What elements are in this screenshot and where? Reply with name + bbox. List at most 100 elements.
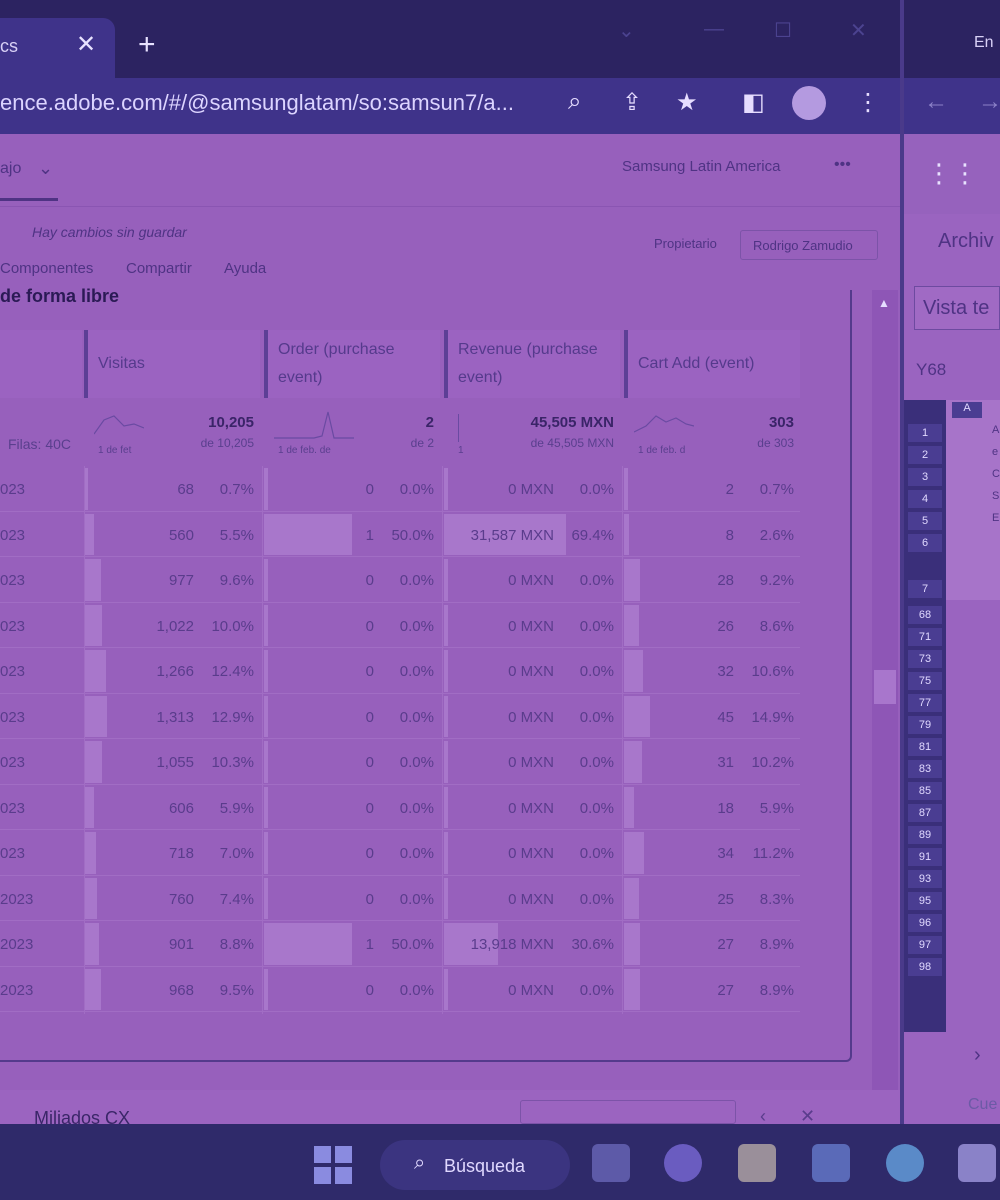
cell-percent-visitas: 5.9% <box>219 799 254 817</box>
star-icon[interactable]: ★ <box>676 89 698 116</box>
row-number[interactable]: 4 <box>908 490 942 508</box>
column-header-visitas[interactable]: Visitas <box>84 330 260 398</box>
cell-percent-cart: 2.6% <box>759 526 794 544</box>
search-icon[interactable]: ⌕ <box>568 88 582 115</box>
table-row[interactable]: 2023 901 8.8% 1 50.0% 13,918 MXN 30.6% 27 8.9% <box>0 921 800 967</box>
table-row[interactable]: 2023 760 7.4% 0 0.0% 0 MXN 0.0% 25 8.3% <box>0 876 800 921</box>
row-number[interactable]: 96 <box>908 914 942 932</box>
chevron-down-icon[interactable]: ⌄ <box>38 158 54 178</box>
chevron-down-icon[interactable]: ⌄ <box>618 20 635 42</box>
row-number[interactable]: 83 <box>908 760 942 778</box>
back-arrow-icon[interactable]: ← <box>924 88 948 115</box>
cell-text[interactable]: e <box>992 446 999 458</box>
row-number[interactable]: 5 <box>908 512 942 530</box>
table-row[interactable]: 023 560 5.5% 1 50.0% 31,587 MXN 69.4% 8 2.6% <box>0 512 800 557</box>
row-number[interactable]: 3 <box>908 468 942 486</box>
row-number[interactable]: 91 <box>908 848 942 866</box>
table-row[interactable]: 023 1,266 12.4% 0 0.0% 0 MXN 0.0% 32 10.6% <box>0 648 800 694</box>
row-number[interactable]: 97 <box>908 936 942 954</box>
new-tab-button[interactable]: + <box>138 28 156 61</box>
row-number[interactable]: 7 <box>908 580 942 598</box>
column-header-orders[interactable]: Order (purchase event) <box>264 330 440 398</box>
row-number[interactable]: 98 <box>908 958 942 976</box>
menu-componentes[interactable]: Componentes <box>0 260 94 277</box>
outlook-icon[interactable] <box>812 1144 850 1182</box>
owner-select[interactable]: Rodrigo Zamudio <box>740 230 878 260</box>
row-number[interactable]: 89 <box>908 826 942 844</box>
cell-percent-visitas: 8.8% <box>219 936 254 953</box>
more-icon[interactable]: ••• <box>834 156 851 173</box>
sidebar-icon[interactable]: ◧ <box>742 89 765 116</box>
close-icon[interactable]: ✕ <box>800 1106 816 1126</box>
row-number[interactable]: 77 <box>908 694 942 712</box>
avatar[interactable] <box>792 86 826 120</box>
view-field[interactable]: Vista te <box>914 286 1000 330</box>
cell-reference[interactable]: Y68 <box>916 360 947 379</box>
file-explorer-icon[interactable] <box>738 1144 776 1182</box>
org-name[interactable]: Samsung Latin America <box>622 158 781 175</box>
table-row[interactable]: 2023 968 9.5% 0 0.0% 0 MXN 0.0% 27 8.9% <box>0 967 800 1012</box>
edge-icon[interactable] <box>886 1144 924 1182</box>
cell-text[interactable]: S <box>992 490 1000 502</box>
row-number[interactable]: 75 <box>908 672 942 690</box>
cell-text[interactable]: C <box>992 468 1000 480</box>
menu-archivo[interactable]: Archiv <box>938 230 994 252</box>
workspace-name[interactable]: ajo <box>0 160 22 177</box>
row-number[interactable]: 85 <box>908 782 942 800</box>
row-number[interactable]: 87 <box>908 804 942 822</box>
maximize-icon[interactable]: ☐ <box>774 20 792 42</box>
table-row[interactable]: 023 1,055 10.3% 0 0.0% 0 MXN 0.0% 31 10.2% <box>0 739 800 785</box>
row-number[interactable]: 79 <box>908 716 942 734</box>
snipping-tool-icon[interactable] <box>958 1144 996 1182</box>
segment-selector[interactable] <box>520 1100 736 1124</box>
browser-tab[interactable] <box>0 18 115 78</box>
column-header-revenue[interactable]: Revenue (purchase event) <box>444 330 620 398</box>
cell-percent-visitas: 10.0% <box>211 617 254 635</box>
row-number[interactable]: 1 <box>908 424 942 442</box>
cell-percent-cart: 14.9% <box>751 708 794 726</box>
row-number[interactable]: 6 <box>908 534 942 552</box>
row-number[interactable]: 81 <box>908 738 942 756</box>
row-number[interactable]: 68 <box>908 606 942 624</box>
row-number[interactable]: 93 <box>908 870 942 888</box>
value-bar <box>264 650 268 692</box>
table-row[interactable]: 023 977 9.6% 0 0.0% 0 MXN 0.0% 28 9.2% <box>0 557 800 603</box>
cell-value-revenue: 0 MXN <box>508 754 554 771</box>
cell-text[interactable]: E <box>992 512 1000 524</box>
teams-icon[interactable] <box>664 1144 702 1182</box>
row-number[interactable]: 71 <box>908 628 942 646</box>
table-row[interactable]: 023 718 7.0% 0 0.0% 0 MXN 0.0% 34 11.2% <box>0 830 800 876</box>
cell-percent-cart: 11.2% <box>752 845 794 862</box>
next-sheet-icon[interactable]: › <box>974 1044 981 1066</box>
share-icon[interactable]: ⇪ <box>622 89 643 116</box>
scroll-up-icon[interactable]: ▲ <box>878 296 890 310</box>
column-header-cart-add[interactable]: Cart Add (event) <box>624 330 800 398</box>
table-row[interactable]: 023 1,022 10.0% 0 0.0% 0 MXN 0.0% 26 8.6% <box>0 603 800 648</box>
kebab-icon[interactable]: ⋮ <box>856 89 880 116</box>
cell-value-visitas: 1,313 <box>156 708 194 726</box>
cell-text[interactable]: A <box>992 424 1000 436</box>
url-field[interactable]: ence.adobe.com/#/@samsunglatam/so:samsun… <box>0 90 514 115</box>
close-icon[interactable]: ✕ <box>76 31 97 58</box>
menu-compartir[interactable]: Compartir <box>126 260 192 277</box>
task-view-icon[interactable] <box>592 1144 630 1182</box>
windows-logo-icon[interactable] <box>314 1146 352 1184</box>
row-number[interactable]: 2 <box>908 446 942 464</box>
app-launcher-icon[interactable]: ⋮⋮ <box>926 158 978 188</box>
column-header-a[interactable]: A <box>952 402 982 418</box>
scroll-thumb[interactable] <box>874 670 896 704</box>
taskbar-search[interactable]: ⌕ Búsqueda <box>380 1140 570 1190</box>
forward-arrow-icon[interactable]: → <box>978 88 1000 115</box>
minimize-icon[interactable]: — <box>704 18 724 40</box>
table-row[interactable]: 023 606 5.9% 0 0.0% 0 MXN 0.0% 18 5.9% <box>0 785 800 830</box>
table-row[interactable]: 023 1,313 12.9% 0 0.0% 0 MXN 0.0% 45 14.9% <box>0 694 800 739</box>
row-number[interactable]: 95 <box>908 892 942 910</box>
menu-ayuda[interactable]: Ayuda <box>224 260 267 277</box>
back-icon[interactable]: ‹ <box>760 1106 766 1126</box>
total-of-orders: de 2 <box>410 436 434 450</box>
window-close-icon[interactable]: ✕ <box>850 20 867 42</box>
row-number[interactable]: 73 <box>908 650 942 668</box>
table-row[interactable]: 023 68 0.7% 0 0.0% 0 MXN 0.0% 2 0.7% <box>0 466 800 512</box>
scrollbar[interactable]: ▲ ▼ <box>872 290 898 1120</box>
